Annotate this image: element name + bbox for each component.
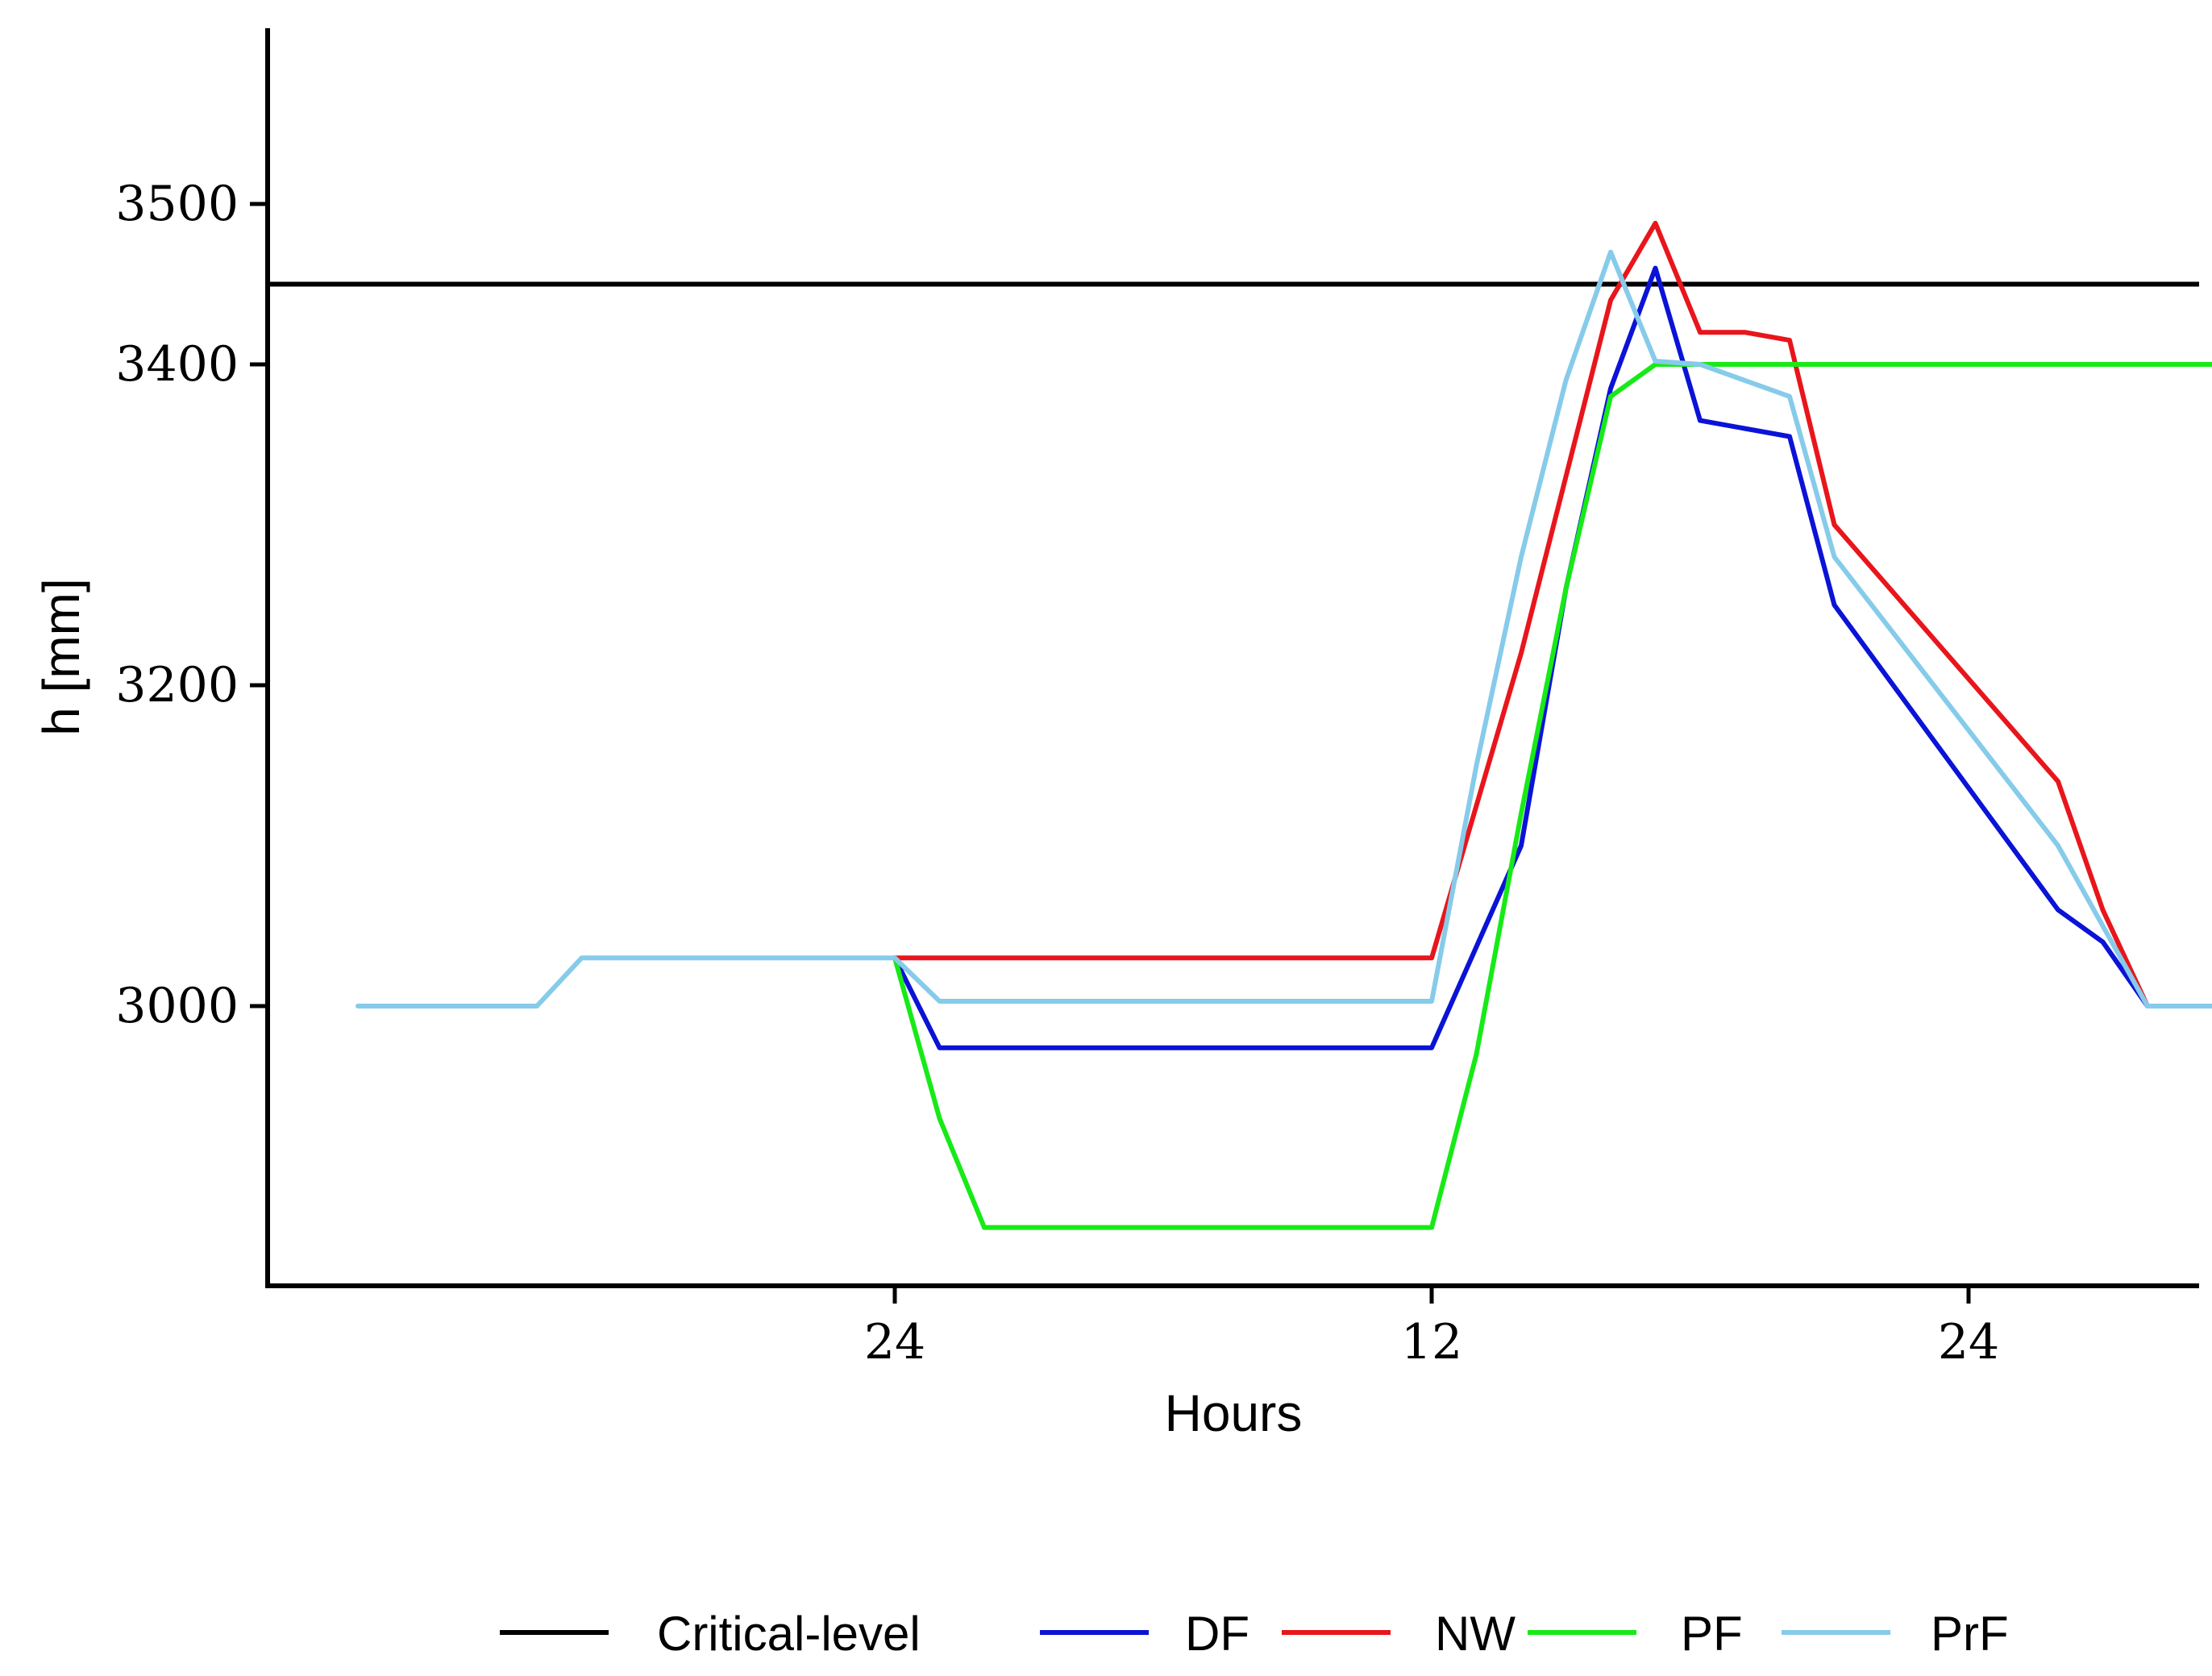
series-line-nw <box>892 220 2212 1009</box>
plot-lines <box>268 220 2212 1230</box>
y-tick-label: 3000 <box>115 978 239 1034</box>
x-tick-label: 24 <box>1938 1314 1999 1370</box>
y-tick-label: 3500 <box>115 176 239 232</box>
series-line-pf <box>892 362 2212 1230</box>
series-line-df <box>892 265 2212 1050</box>
legend: Critical-level DF NW PF PrF <box>500 1607 2009 1661</box>
y-axis-title: h [mm] <box>32 578 90 736</box>
series-line-prf <box>356 249 2212 1009</box>
legend-label-prf: PrF <box>1931 1607 2009 1661</box>
y-tick-label: 3200 <box>115 657 239 713</box>
legend-label-pf: PF <box>1681 1607 1743 1661</box>
legend-label-critical-level: Critical-level <box>657 1607 921 1661</box>
legend-label-df: DF <box>1185 1607 1249 1661</box>
legend-label-nw: NW <box>1435 1607 1516 1661</box>
x-axis-title: Hours <box>1165 1384 1303 1442</box>
x-tick-label: 12 <box>1401 1314 1462 1370</box>
x-ticks: 24122412 <box>864 1286 1999 1370</box>
y-tick-label: 3400 <box>115 336 239 393</box>
y-ticks: 3000 3200 3400 3500 <box>115 176 268 1034</box>
x-tick-label: 24 <box>864 1314 925 1370</box>
